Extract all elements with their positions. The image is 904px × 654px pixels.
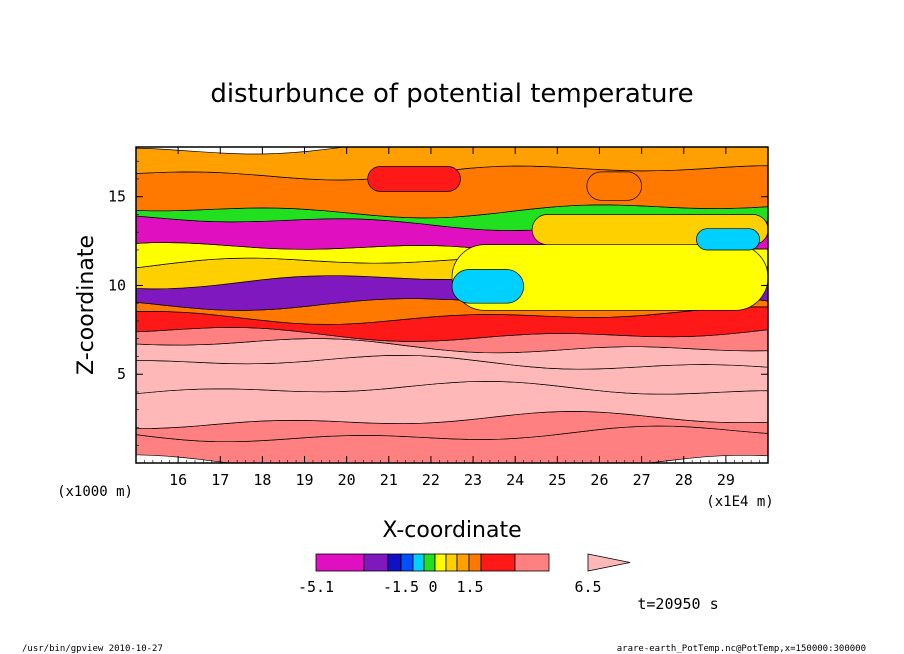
colorbar-label: -1.5 bbox=[383, 578, 419, 596]
y-tick-label: 15 bbox=[108, 188, 126, 206]
y-tick-label: 10 bbox=[108, 276, 126, 294]
colorbar-swatch bbox=[468, 553, 482, 572]
x-tick-label: 25 bbox=[548, 471, 566, 489]
y-axis-unit: (x1000 m) bbox=[57, 484, 133, 500]
colorbar-label: 0 bbox=[428, 578, 437, 596]
x-tick-label: 27 bbox=[633, 471, 651, 489]
colorbar-swatch bbox=[480, 553, 516, 572]
contour-region bbox=[586, 171, 642, 201]
y-tick-label: 5 bbox=[117, 365, 126, 383]
colorbar-swatch bbox=[456, 553, 470, 572]
footer-right: arare-earth_PotTemp.nc@PotTemp,x=150000:… bbox=[617, 644, 866, 654]
y-axis-ticks: 5 10 15 bbox=[108, 160, 768, 446]
contour-field bbox=[136, 147, 768, 463]
colorbar-swatch bbox=[445, 553, 458, 572]
x-tick-label: 22 bbox=[422, 471, 440, 489]
contour-region bbox=[367, 166, 461, 192]
x-tick-label: 16 bbox=[169, 471, 187, 489]
colorbar-swatch bbox=[514, 553, 550, 572]
plot-frame bbox=[135, 146, 769, 464]
contour-region bbox=[696, 228, 760, 251]
footer-left: /usr/bin/gpview 2010-10-27 bbox=[22, 644, 163, 654]
x-tick-label: 29 bbox=[717, 471, 735, 489]
x-tick-label: 18 bbox=[253, 471, 271, 489]
colorbar-swatch bbox=[423, 553, 436, 572]
colorbar-swatch bbox=[387, 553, 402, 572]
colorbar-label: -5.1 bbox=[298, 578, 334, 596]
colorbar-swatch bbox=[315, 553, 365, 572]
x-tick-label: 19 bbox=[296, 471, 314, 489]
time-label: t=20950 s bbox=[637, 595, 718, 613]
y-axis-label: Z-coordinate bbox=[74, 235, 99, 375]
x-axis-unit: (x1E4 m) bbox=[706, 494, 773, 510]
x-tick-label: 21 bbox=[380, 471, 398, 489]
colorbar-label: 6.5 bbox=[574, 578, 601, 596]
colorbar-arrow bbox=[587, 553, 631, 572]
contour-region bbox=[451, 269, 524, 304]
x-axis-label: X-coordinate bbox=[382, 518, 521, 543]
colorbar-swatch bbox=[400, 553, 414, 572]
colorbar-swatch bbox=[412, 553, 425, 572]
x-tick-label: 23 bbox=[464, 471, 482, 489]
contour-band bbox=[136, 147, 768, 181]
contour-bands bbox=[136, 147, 768, 463]
x-tick-label: 28 bbox=[675, 471, 693, 489]
colorbar-label: 1.5 bbox=[456, 578, 483, 596]
x-tick-label: 17 bbox=[211, 471, 229, 489]
colorbar-swatch bbox=[363, 553, 389, 572]
x-tick-label: 20 bbox=[338, 471, 356, 489]
x-tick-label: 26 bbox=[590, 471, 608, 489]
colorbar: -5.1 -1.5 0 1.5 6.5 bbox=[298, 553, 631, 596]
x-axis-ticks: 16 17 18 19 20 21 22 23 24 25 26 27 28 29 bbox=[135, 147, 769, 489]
x-tick-label: 24 bbox=[506, 471, 524, 489]
colorbar-swatch bbox=[434, 553, 447, 572]
chart-title: disturbunce of potential temperature bbox=[210, 79, 693, 109]
contour-regions bbox=[367, 166, 768, 311]
